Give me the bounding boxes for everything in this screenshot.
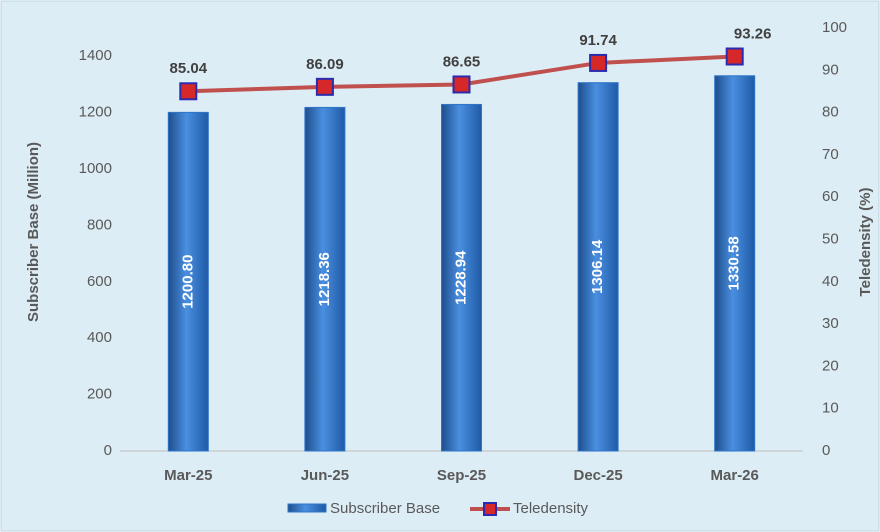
y2-tick-label: 60 (822, 188, 839, 205)
legend-label: Teledensity (513, 500, 589, 517)
y2-tick-label: 40 (822, 273, 839, 290)
y2-axis-title: Teledensity (%) (857, 188, 874, 297)
y2-tick-label: 70 (822, 146, 839, 163)
bar (441, 103, 482, 452)
y2-tick-label: 100 (822, 19, 847, 36)
line-value-label: 91.74 (579, 32, 617, 49)
bar-value-label: 1330.58 (726, 236, 743, 290)
bar (714, 75, 756, 452)
x-tick-label: Jun-25 (301, 467, 349, 484)
bar-value-label: 1200.80 (179, 255, 196, 309)
y-tick-label: 600 (87, 273, 112, 290)
line-value-label: 93.26 (734, 25, 772, 42)
y-tick-label: 1400 (79, 47, 112, 64)
y2-tick-label: 0 (822, 442, 830, 459)
y-tick-label: 1200 (79, 104, 112, 121)
y-tick-label: 1000 (79, 160, 112, 177)
line-value-label: 85.04 (170, 60, 208, 77)
y-tick-label: 400 (87, 329, 112, 346)
y2-tick-label: 30 (822, 315, 839, 332)
y-tick-label: 0 (104, 442, 112, 459)
x-tick-label: Mar-25 (164, 467, 212, 484)
line-marker (315, 77, 334, 96)
line-value-label: 86.65 (443, 53, 481, 70)
bar (167, 111, 209, 452)
legend-label: Subscriber Base (330, 500, 440, 517)
bar-value-label: 1218.36 (316, 252, 333, 306)
legend-swatch (287, 503, 327, 513)
line-value-label: 86.09 (306, 56, 344, 73)
legend-swatch (483, 502, 497, 516)
line-marker (725, 47, 744, 66)
y2-tick-label: 90 (822, 61, 839, 78)
bar-value-label: 1306.14 (589, 239, 606, 294)
y2-tick-label: 10 (822, 400, 839, 417)
x-tick-label: Sep-25 (437, 467, 486, 484)
line-marker (589, 53, 608, 72)
x-tick-label: Dec-25 (573, 467, 622, 484)
bar-value-label: 1228.94 (452, 250, 469, 305)
line-marker (179, 82, 198, 101)
bar (577, 82, 619, 452)
y-tick-label: 800 (87, 216, 112, 233)
y-axis-title: Subscriber Base (Million) (25, 142, 42, 322)
x-tick-label: Mar-26 (711, 467, 759, 484)
y-tick-label: 200 (87, 386, 112, 403)
y2-tick-label: 20 (822, 357, 839, 374)
bar (304, 106, 346, 452)
line-marker (452, 75, 471, 94)
y2-tick-label: 80 (822, 104, 839, 121)
y2-tick-label: 50 (822, 230, 839, 247)
